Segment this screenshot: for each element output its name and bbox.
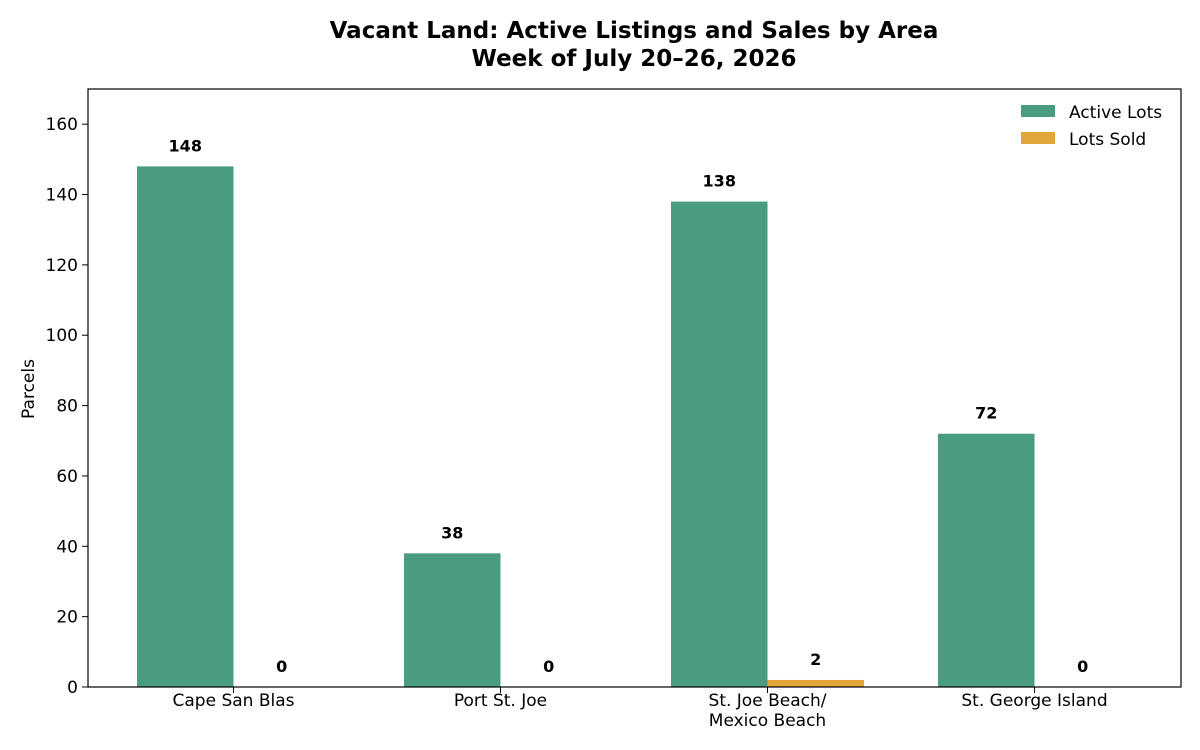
bar-active-lots: [671, 201, 768, 688]
bar-active-lots: [938, 433, 1035, 687]
plot-frame: [87, 88, 1182, 688]
legend-label: Active Lots: [1069, 103, 1162, 123]
x-tick-label: Cape San Blas: [173, 691, 295, 711]
y-tick-label: 40: [56, 537, 78, 557]
y-tick-label: 140: [46, 186, 78, 206]
data-label: 72: [975, 404, 997, 423]
data-label: 38: [441, 523, 463, 542]
legend-label: Lots Sold: [1069, 130, 1146, 150]
data-label: 138: [703, 172, 736, 191]
bar-active-lots: [137, 166, 234, 687]
bar-active-lots: [404, 553, 501, 687]
data-label: 0: [276, 657, 287, 676]
y-tick-label: 100: [46, 326, 78, 346]
y-tick-label: 120: [46, 256, 78, 276]
y-tick-label: 160: [46, 115, 78, 135]
data-label: 2: [810, 650, 821, 669]
y-tick-label: 20: [56, 608, 78, 628]
x-tick-label: St. Joe Beach/Mexico Beach: [709, 691, 827, 731]
bar-lots-sold: [767, 679, 864, 687]
data-label: 0: [1077, 657, 1088, 676]
chart-subtitle: Week of July 20–26, 2026: [472, 46, 797, 72]
data-label: 0: [543, 657, 554, 676]
legend-swatch: [1021, 105, 1055, 117]
x-tick-label: St. George Island: [961, 691, 1107, 711]
x-tick-label: Port St. Joe: [454, 691, 547, 711]
y-tick-label: 60: [56, 467, 78, 487]
data-label: 148: [169, 136, 202, 155]
chart-title: Vacant Land: Active Listings and Sales b…: [330, 18, 939, 44]
y-tick-label: 0: [67, 678, 78, 698]
y-tick-label: 80: [56, 397, 78, 417]
legend-swatch: [1021, 132, 1055, 144]
y-axis-label: Parcels: [19, 359, 39, 419]
